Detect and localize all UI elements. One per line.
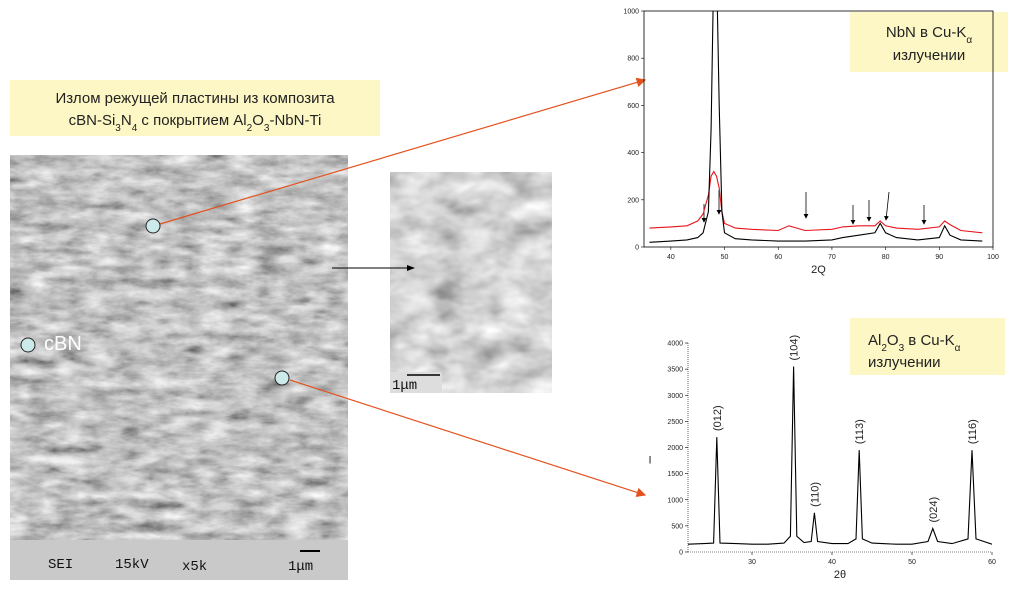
text-run: NbN в Cu-K (886, 24, 967, 41)
y-tick-label: 2000 (667, 445, 683, 452)
peak-label: (104) (789, 335, 801, 361)
x-tick-label: 40 (828, 559, 836, 566)
text-run: излучении (868, 354, 941, 371)
y-tick-label: 2500 (667, 419, 683, 426)
x-axis-label: 2θ (834, 569, 846, 581)
x-tick-label: 40 (667, 254, 675, 261)
y-tick-label: 400 (627, 150, 639, 157)
subscript: α (955, 343, 961, 354)
y-tick-label: 200 (627, 197, 639, 204)
sem-voltage: 15kV (115, 557, 149, 573)
text-run: в Cu-K (904, 332, 954, 349)
text-run: cBN-Si (69, 112, 116, 129)
text-run: -NbN-Ti (269, 112, 321, 129)
text-run: N (121, 112, 132, 129)
x-tick-label: 100 (987, 254, 999, 261)
y-tick-label: 1500 (667, 471, 683, 478)
x-tick-label: 70 (828, 254, 836, 261)
x-tick-label: 80 (882, 254, 890, 261)
sem-mode: SEI (48, 557, 73, 573)
y-tick-label: 3000 (667, 393, 683, 400)
peak-label: (116) (967, 419, 979, 444)
peak-label: (110) (809, 482, 821, 507)
inset-image (390, 172, 552, 393)
y-tick-label: 600 (627, 103, 639, 110)
slide: Излом режущей пластины из композита cBN-… (0, 0, 1026, 591)
sem-magnification: x5k (182, 559, 207, 575)
x-tick-label: 60 (774, 254, 782, 261)
sem-scale: 1μm (288, 559, 313, 575)
subscript: α (966, 35, 972, 46)
x-tick-label: 60 (988, 559, 996, 566)
peak-label: (113) (854, 419, 866, 444)
text-run: Излом режущей пластины из композита (55, 90, 335, 107)
peak-label: (012) (712, 405, 724, 431)
text-run: с покрытием Al (137, 112, 246, 129)
inset-scale: 1μm (392, 378, 417, 394)
data-line (688, 367, 992, 545)
y-axis-label: I (648, 455, 651, 467)
x-tick-label: 50 (721, 254, 729, 261)
x-tick-label: 50 (908, 559, 916, 566)
y-tick-label: 0 (635, 245, 639, 252)
caption-line: Излом режущей пластины из композита (55, 90, 335, 107)
x-axis-label: 2Q (811, 264, 826, 276)
chart-label: излучении (868, 354, 941, 371)
text-run: O (887, 332, 899, 349)
y-tick-label: 1000 (667, 497, 683, 504)
text-run: Al (868, 332, 881, 349)
text-run: O (252, 112, 264, 129)
peak-label: (024) (928, 497, 940, 523)
y-tick-label: 500 (671, 523, 683, 530)
y-tick-label: 0 (679, 550, 683, 557)
data-line (649, 172, 982, 233)
y-tick-label: 4000 (667, 341, 683, 348)
marker-dot (21, 338, 35, 352)
y-tick-label: 3500 (667, 367, 683, 374)
y-tick-label: 1000 (623, 9, 639, 16)
marker-dot (146, 219, 160, 233)
peak-arrows (704, 190, 924, 224)
text-run: излучении (893, 47, 966, 64)
y-tick-label: 800 (627, 56, 639, 63)
region-label: cBN (44, 333, 82, 355)
x-tick-label: 30 (748, 559, 756, 566)
chart-label: излучении (893, 47, 966, 64)
marker-dot (275, 371, 289, 385)
x-tick-label: 90 (935, 254, 943, 261)
